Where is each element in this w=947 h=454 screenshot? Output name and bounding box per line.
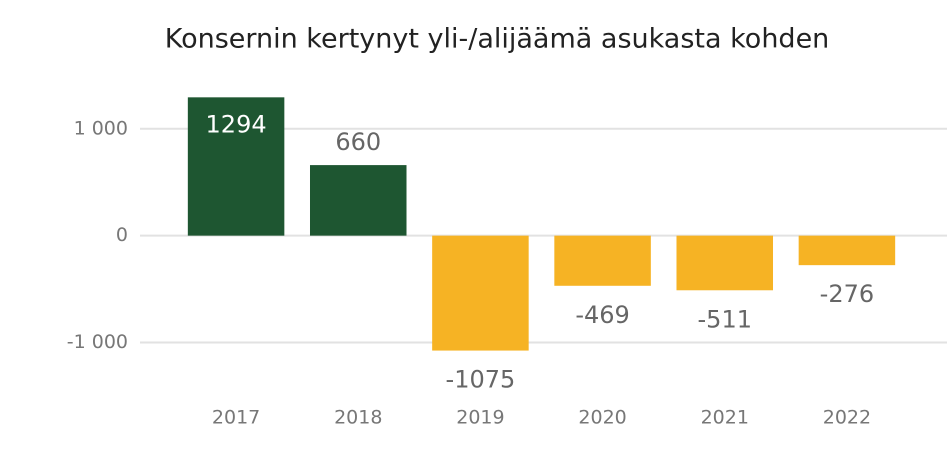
y-tick-label: -1 000 — [67, 331, 128, 353]
x-tick-label: 2021 — [701, 407, 749, 429]
chart-title: Konsernin kertynyt yli-/alijäämä asukast… — [165, 24, 830, 55]
value-label: 1294 — [206, 110, 267, 138]
x-tick-label: 2022 — [823, 407, 871, 429]
bar — [798, 235, 896, 266]
value-label: -1075 — [446, 366, 516, 394]
x-tick-label: 2020 — [578, 407, 626, 429]
bar — [309, 165, 407, 236]
value-label: 660 — [335, 128, 381, 156]
y-tick-label: 0 — [116, 224, 128, 246]
bar — [676, 235, 774, 291]
x-tick-label: 2018 — [334, 407, 382, 429]
bar — [432, 235, 529, 351]
value-label: -511 — [698, 305, 752, 333]
value-label: -469 — [575, 301, 629, 329]
x-tick-label: 2017 — [212, 407, 260, 429]
bar — [187, 97, 285, 236]
y-tick-label: 1 000 — [74, 117, 128, 139]
value-label: -276 — [820, 280, 874, 308]
x-tick-label: 2019 — [456, 407, 504, 429]
bar — [554, 235, 651, 286]
